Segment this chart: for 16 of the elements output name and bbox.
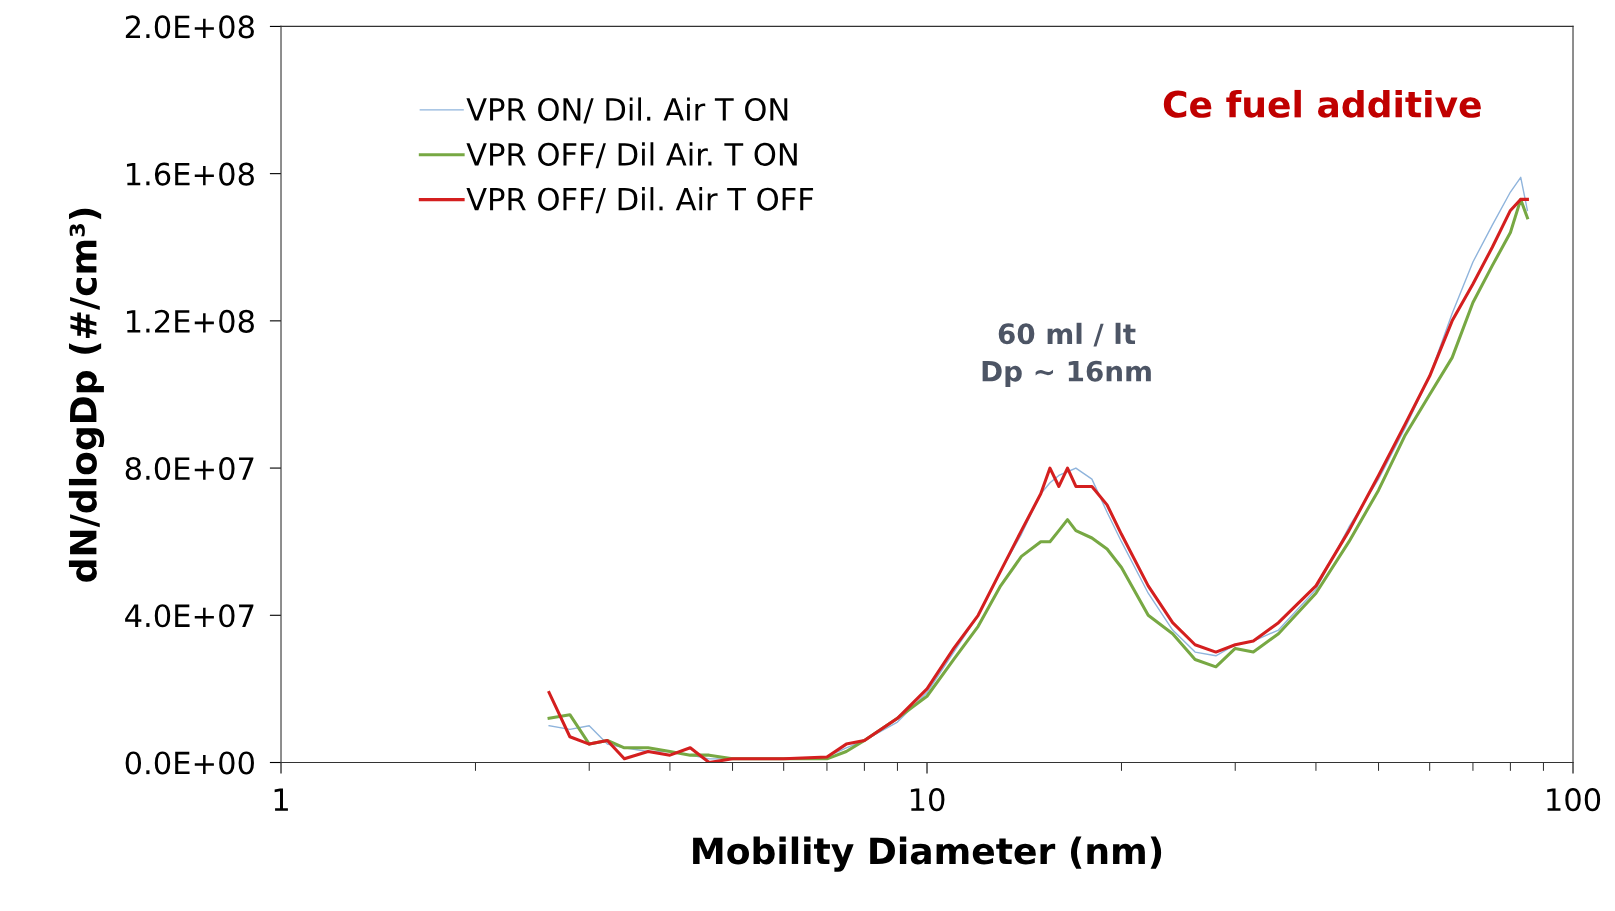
annotation: Ce fuel additive bbox=[1163, 89, 1481, 118]
y-tick-label: 4.0E+07 bbox=[125, 604, 254, 628]
y-tick-label: 2.0E+08 bbox=[125, 15, 254, 39]
x-tick-label: 100 bbox=[1547, 788, 1601, 812]
legend-label: VPR OFF/ Dil. Air T OFF bbox=[466, 187, 814, 214]
y-tick-label: 1.6E+08 bbox=[126, 162, 254, 186]
legend-label: VPR OFF/ Dil Air. T ON bbox=[466, 142, 797, 169]
y-tick-label: 8.0E+07 bbox=[125, 457, 254, 481]
legend-label: VPR ON/ Dil. Air T ON bbox=[466, 97, 788, 124]
x-axis-title: Mobility Diameter (nm) bbox=[693, 836, 1162, 872]
y-axis-title: dN/dlogDp (#/cm³) bbox=[68, 208, 105, 582]
x-tick-label: 1 bbox=[274, 788, 288, 811]
y-tick-label: 1.2E+08 bbox=[126, 309, 254, 333]
y-tick-label: 0.0E+00 bbox=[125, 751, 254, 775]
x-tick-label: 10 bbox=[910, 788, 945, 812]
annotation: 60 ml / lt Dp ~ 16nm bbox=[982, 322, 1151, 388]
